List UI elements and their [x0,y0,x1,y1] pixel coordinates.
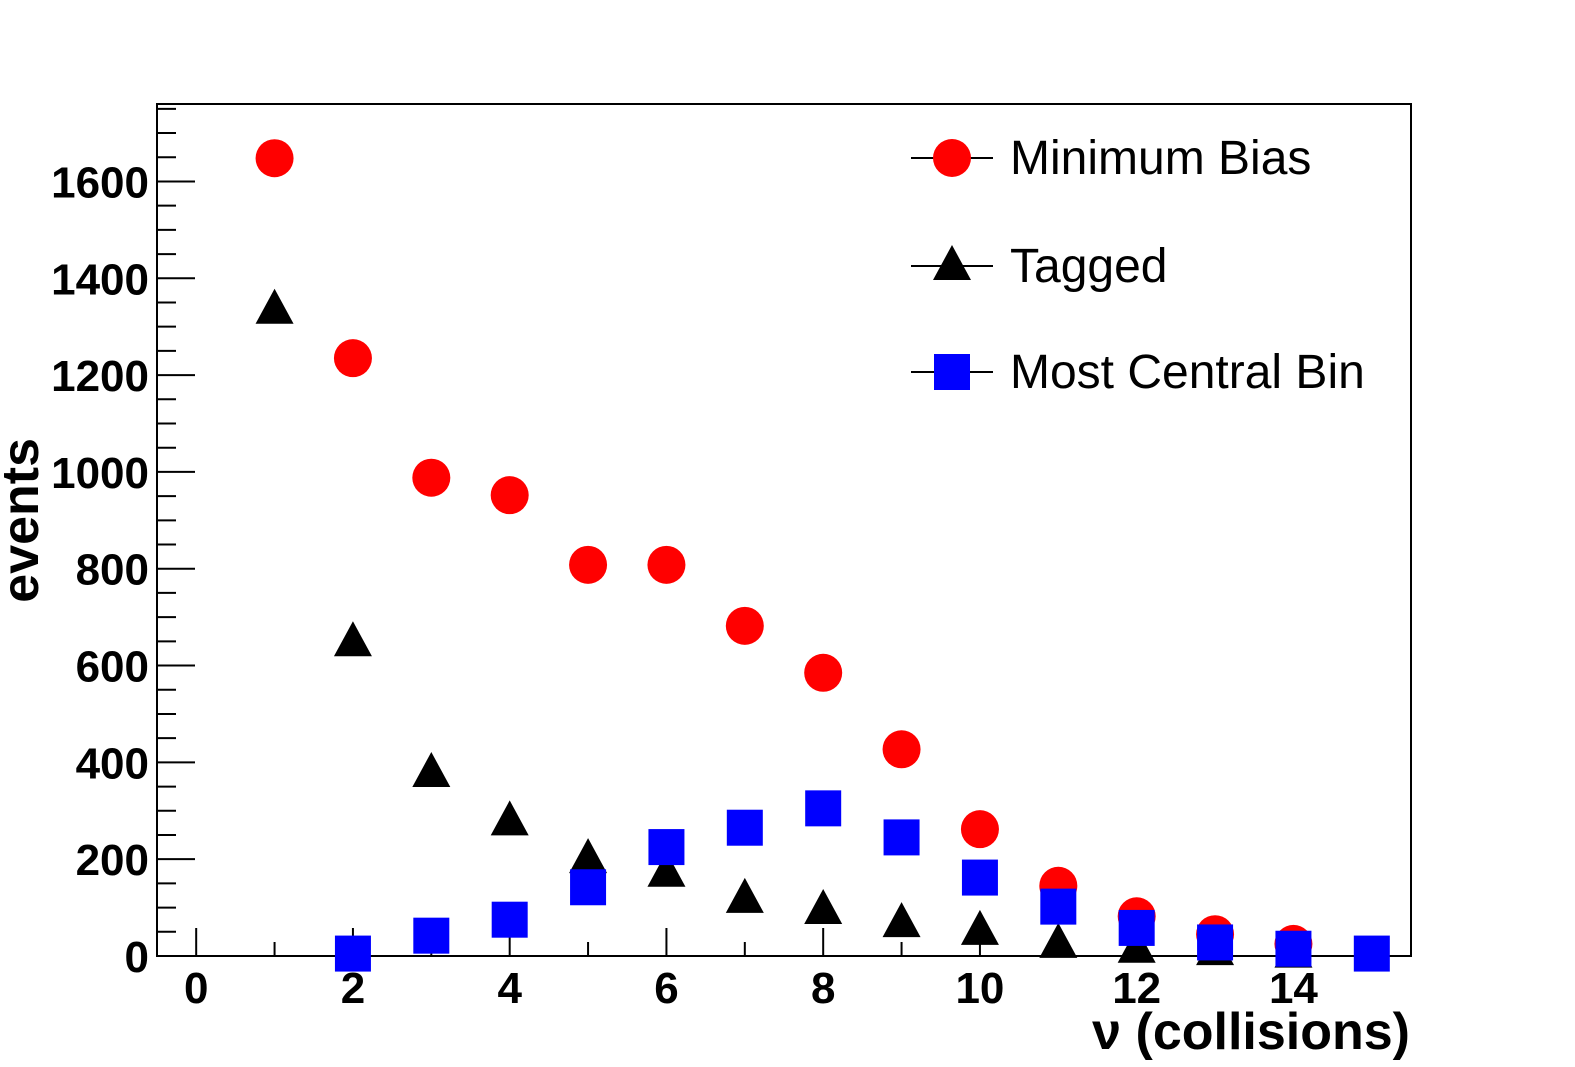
x-tick-label: 6 [654,964,678,1013]
tagged-point [882,902,921,938]
tagged-point [255,288,294,324]
tagged-point [490,800,529,836]
most-central-bin-point [570,869,607,906]
y-tick-label: 400 [76,739,149,788]
most-central-bin-point [1118,909,1155,946]
most-central-bin-point [1275,930,1312,967]
y-axis-title: events [0,438,50,603]
legend: Minimum Bias Tagged Most Central Bin [911,132,1365,399]
x-tick-label: 12 [1112,964,1161,1013]
plot-frame [156,103,1412,957]
y-tick-label: 600 [76,643,149,692]
legend-label-tagged: Tagged [1010,240,1167,293]
legend-marker-minimum-bias [933,139,971,177]
minimum-bias-point [333,339,372,378]
minimum-bias-point [882,730,921,769]
x-tick-label: 0 [184,964,208,1013]
y-tick-label: 200 [76,836,149,885]
minimum-bias-point [725,606,764,645]
most-central-bin-point [961,859,998,896]
y-tick-label: 1400 [51,255,149,304]
minimum-bias-point [804,653,843,692]
most-central-bin-point [883,819,920,856]
x-axis-title: ν (collisions) [1092,1003,1410,1061]
y-tick-label: 1200 [51,352,149,401]
minimum-bias-point [490,476,529,515]
most-central-bin-point [1197,924,1234,961]
legend-label-minimum-bias: Minimum Bias [1010,132,1311,185]
most-central-bin-point [648,829,685,866]
most-central-bin-point [726,809,763,846]
y-tick-label: 1000 [51,449,149,498]
y-tick-label: 800 [76,546,149,595]
legend-label-most-central-bin: Most Central Bin [1010,346,1365,399]
minimum-bias-point [960,810,999,849]
tagged-point [725,877,764,913]
axes: 0 2 4 6 8 10 12 14 0 200 400 600 800 1000 1200 1400 1600 [51,107,1373,1013]
x-tick-label: 2 [341,964,365,1013]
y-tick-label: 1600 [51,158,149,207]
x-tick-label: 10 [955,964,1004,1013]
most-central-bin-point [1353,935,1390,972]
minimum-bias-point [255,139,294,178]
most-central-bin-point [805,790,842,827]
x-tick-label: 8 [811,964,835,1013]
most-central-bin-point [413,917,450,954]
minimum-bias-point [647,545,686,584]
tagged-point [333,621,372,657]
legend-marker-most-central-bin [934,354,970,390]
most-central-bin-point [334,935,371,972]
tagged-point [1039,922,1078,958]
tagged-point [569,838,608,874]
x-tick-label: 14 [1269,964,1318,1013]
most-central-bin-point [1040,888,1077,925]
tagged-point [412,752,451,788]
legend-marker-tagged [933,245,971,280]
x-tick-label: 4 [497,964,522,1013]
tagged-point [804,889,843,925]
minimum-bias-point [412,458,451,497]
most-central-bin-point [491,901,528,938]
tagged-point [647,851,686,887]
data-marks [255,139,1390,972]
tagged-point [960,909,999,945]
y-tick-label: 0 [125,933,149,982]
minimum-bias-point [569,545,608,584]
